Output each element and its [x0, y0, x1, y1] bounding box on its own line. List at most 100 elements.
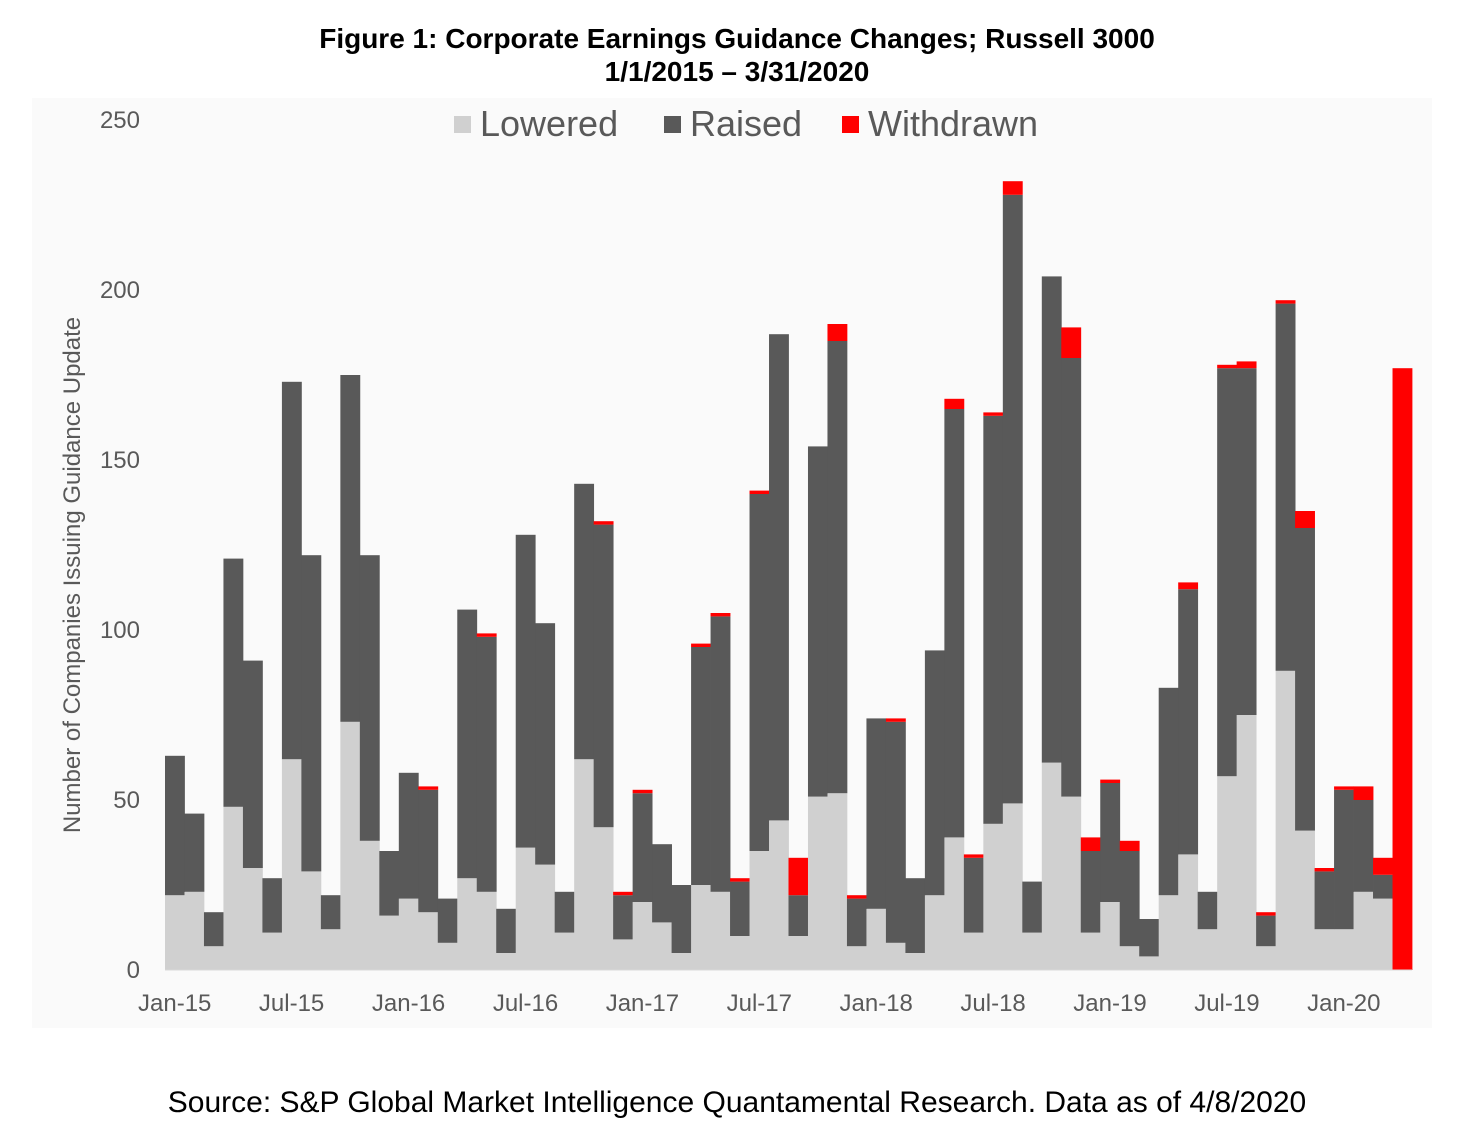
- bar-lowered-15: [457, 878, 478, 970]
- bar-raised-29: [730, 881, 750, 936]
- bar-withdrawn-29: [730, 878, 750, 882]
- bar-raised-32: [788, 895, 809, 936]
- bar-raised-37: [885, 721, 906, 943]
- bar-raised-49: [1119, 851, 1140, 947]
- bar-lowered-10: [359, 840, 380, 970]
- x-tick-label: Jul-15: [259, 990, 324, 1017]
- bar-lowered-45: [1041, 762, 1062, 970]
- x-tick-label: Jan-15: [138, 990, 211, 1017]
- bar-lowered-24: [632, 902, 653, 970]
- x-tick-label: Jan-19: [1073, 990, 1146, 1017]
- bar-raised-15: [457, 609, 478, 879]
- legend-label-withdrawn: Withdrawn: [868, 103, 1038, 144]
- bar-raised-62: [1373, 874, 1393, 899]
- bar-raised-48: [1100, 783, 1121, 902]
- bar-raised-58: [1295, 528, 1315, 831]
- bar-raised-5: [262, 878, 283, 933]
- bar-withdrawn-30: [749, 490, 770, 494]
- bar-lowered-25: [652, 922, 672, 970]
- bar-withdrawn-63: [1392, 368, 1413, 970]
- bar-raised-25: [652, 844, 672, 923]
- y-axis-title: Number of Companies Issuing Guidance Upd…: [59, 317, 86, 833]
- bar-raised-54: [1217, 368, 1238, 777]
- chart-subtitle: 1/1/2015 – 3/31/2020: [604, 56, 870, 87]
- bar-raised-60: [1334, 789, 1354, 930]
- bar-raised-57: [1275, 303, 1296, 671]
- bar-raised-30: [749, 494, 770, 851]
- legend-swatch-withdrawn: [842, 116, 859, 133]
- bar-withdrawn-52: [1178, 582, 1199, 590]
- bar-lowered-40: [944, 837, 965, 970]
- bar-lowered-57: [1275, 670, 1296, 970]
- bar-withdrawn-60: [1334, 786, 1354, 790]
- bar-lowered-26: [671, 953, 692, 970]
- chart-title: Figure 1: Corporate Earnings Guidance Ch…: [0, 22, 1474, 88]
- bar-lowered-55: [1236, 715, 1257, 970]
- stacked-bar-chart: 0 50 100 150 200 250 Number of Companies Issui…: [59, 103, 1413, 1017]
- bar-lowered-13: [418, 912, 439, 970]
- bar-lowered-14: [437, 942, 458, 970]
- bar-lowered-61: [1353, 891, 1374, 970]
- bar-lowered-34: [827, 793, 848, 970]
- y-tick-label: 50: [113, 787, 140, 814]
- bar-raised-34: [827, 341, 848, 794]
- bar-raised-22: [593, 524, 614, 828]
- bar-withdrawn-32: [788, 857, 809, 896]
- bar-raised-1: [184, 813, 205, 892]
- legend-swatch-lowered: [454, 116, 471, 133]
- bar-withdrawn-40: [944, 398, 965, 409]
- bar-lowered-0: [165, 895, 185, 970]
- bar-withdrawn-61: [1353, 786, 1374, 800]
- x-tick-label: Jul-17: [727, 990, 792, 1017]
- bar-withdrawn-37: [885, 718, 906, 722]
- bar-withdrawn-56: [1256, 912, 1277, 916]
- y-tick-label: 200: [100, 277, 140, 304]
- bar-withdrawn-13: [418, 786, 439, 790]
- bar-raised-11: [379, 851, 400, 916]
- bar-raised-61: [1353, 800, 1374, 892]
- bar-raised-0: [165, 755, 185, 896]
- bar-withdrawn-54: [1217, 364, 1238, 369]
- bar-lowered-28: [710, 891, 731, 970]
- y-tick-label: 100: [100, 617, 140, 644]
- bar-raised-56: [1256, 915, 1277, 947]
- bar-lowered-62: [1373, 898, 1393, 970]
- bar-raised-7: [301, 555, 322, 872]
- x-tick-label: Jan-20: [1307, 990, 1380, 1017]
- bar-lowered-1: [184, 891, 205, 970]
- x-tick-label: Jul-18: [960, 990, 1025, 1017]
- bar-lowered-12: [398, 898, 419, 970]
- bar-raised-27: [691, 647, 711, 885]
- bar-lowered-2: [203, 946, 224, 970]
- bar-lowered-9: [340, 721, 361, 970]
- bar-lowered-11: [379, 915, 400, 970]
- bar-withdrawn-43: [1002, 181, 1023, 195]
- bar-lowered-43: [1002, 803, 1023, 970]
- legend-swatch-raised: [664, 116, 681, 133]
- bar-lowered-27: [691, 885, 711, 970]
- bar-lowered-42: [983, 823, 1004, 970]
- bar-lowered-54: [1217, 776, 1238, 970]
- bar-withdrawn-46: [1061, 327, 1082, 358]
- bar-raised-20: [554, 891, 575, 933]
- bar-lowered-56: [1256, 946, 1277, 970]
- bar-withdrawn-55: [1236, 361, 1257, 369]
- bar-lowered-58: [1295, 830, 1315, 970]
- bar-raised-36: [866, 718, 887, 909]
- bar-lowered-37: [885, 942, 906, 970]
- bar-raised-18: [515, 534, 536, 848]
- x-tick-label: Jul-16: [493, 990, 558, 1017]
- bar-raised-40: [944, 409, 965, 838]
- bar-withdrawn-41: [963, 854, 984, 858]
- bar-withdrawn-47: [1080, 837, 1101, 851]
- bar-lowered-30: [749, 851, 770, 970]
- source-note: Source: S&P Global Market Intelligence Q…: [167, 1086, 1307, 1119]
- bar-withdrawn-27: [691, 643, 711, 647]
- bar-withdrawn-35: [846, 895, 867, 899]
- y-tick-label: 0: [127, 957, 140, 984]
- bar-lowered-49: [1119, 946, 1140, 970]
- bar-lowered-38: [905, 953, 926, 970]
- x-tick-label: Jan-16: [372, 990, 445, 1017]
- plot-area: 0 50 100 150 200 250 Number of Companies Issui…: [32, 98, 1432, 1028]
- bar-raised-33: [807, 446, 828, 797]
